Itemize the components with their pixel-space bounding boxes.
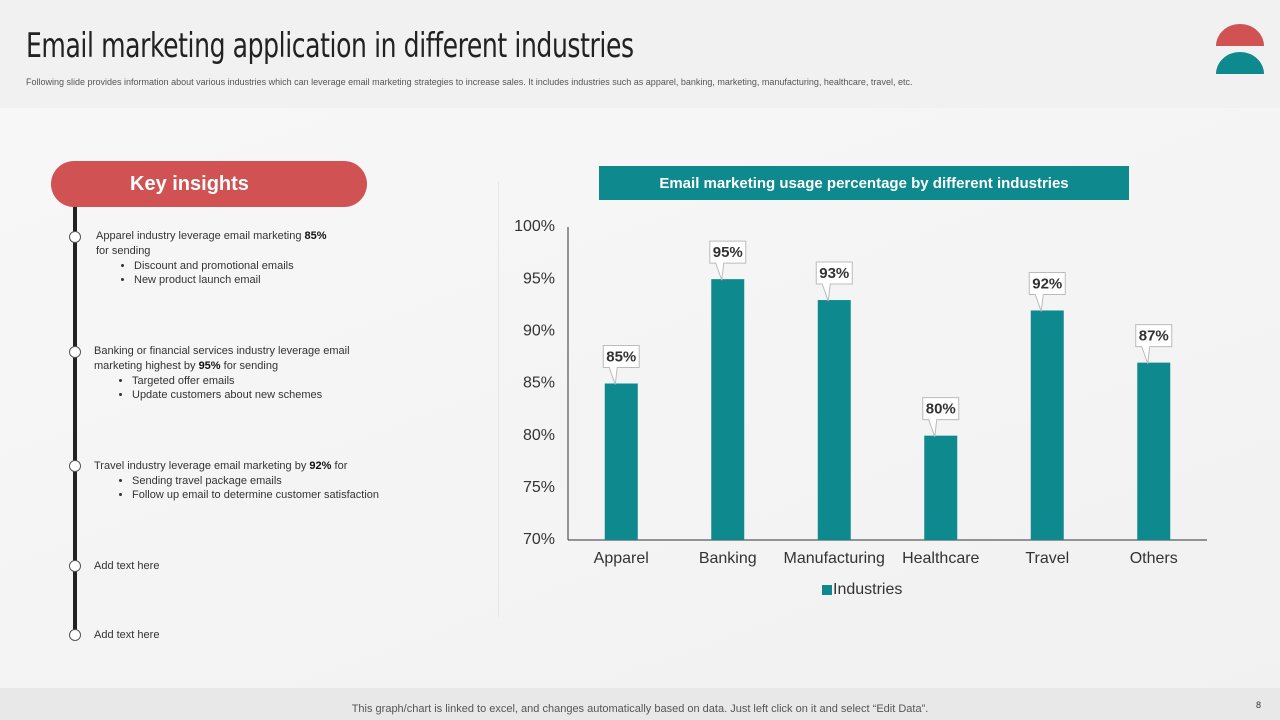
data-label-callout: [922, 397, 960, 437]
insight-text: Add text here: [94, 560, 160, 572]
y-tick-label: 85%: [523, 375, 555, 392]
insight-bullets: Discount and promotional emails New prod…: [96, 259, 336, 287]
insight: Apparel industry leverage email marketin…: [96, 229, 336, 287]
data-label: 80%: [926, 401, 956, 418]
insight: Banking or financial services industry l…: [94, 344, 384, 402]
insight: Add text here: [94, 559, 384, 574]
y-tick-label: 100%: [514, 218, 555, 235]
data-label: 85%: [606, 348, 636, 365]
data-label: 92%: [1032, 275, 1062, 292]
x-tick-label: Travel: [1025, 550, 1069, 567]
timeline-dot: [69, 231, 81, 243]
bar: [1030, 310, 1064, 540]
bar: [924, 435, 958, 540]
footer-note: This graph/chart is linked to excel, and…: [351, 703, 929, 715]
insight-text: Travel industry leverage email marketing…: [94, 460, 307, 472]
bullet: Targeted offer emails: [132, 374, 384, 388]
legend-swatch: [822, 585, 832, 595]
chart: Email marketing usage percentage by diff…: [514, 166, 1207, 598]
insight-highlight: 85%: [304, 230, 327, 242]
data-label: 95%: [713, 244, 743, 261]
data-label-callout: [1135, 324, 1173, 364]
insights-heading: Key insights: [51, 161, 367, 207]
data-label-callout: [709, 240, 747, 281]
page-number: 8: [1256, 700, 1262, 710]
insight-bullets: Sending travel package emails Follow up …: [94, 474, 424, 502]
slide-title: Email marketing application in different…: [26, 26, 634, 66]
data-label-callout: [602, 345, 640, 385]
insight-highlight: 92%: [309, 460, 332, 472]
data-label: 93%: [819, 265, 849, 282]
insight-bullets: Targeted offer emails Update customers a…: [94, 374, 384, 402]
timeline-dot: [69, 560, 81, 572]
x-tick-label: Others: [1130, 550, 1178, 567]
x-tick-label: Banking: [699, 550, 757, 567]
x-tick-label: Manufacturing: [784, 550, 885, 567]
data-label: 87%: [1139, 328, 1169, 345]
bar: [711, 279, 745, 540]
y-tick-label: 70%: [523, 531, 555, 548]
data-label-callout: [815, 261, 853, 302]
bullet: Follow up email to determine customer sa…: [132, 488, 424, 502]
bar: [604, 383, 638, 540]
header: Email marketing application in different…: [0, 0, 1280, 108]
insight-highlight: 95%: [198, 360, 221, 372]
x-tick-label: Apparel: [594, 550, 649, 567]
insight-text: for: [334, 460, 348, 472]
y-tick-label: 75%: [523, 479, 555, 496]
bar: [817, 300, 851, 540]
insight-text: for sending: [223, 360, 279, 372]
insight-text: for sending: [96, 245, 151, 257]
timeline-dot: [69, 346, 81, 358]
chart-title: Email marketing usage percentage by diff…: [659, 175, 1068, 192]
y-tick-label: 95%: [523, 270, 555, 287]
chart-title-box: [599, 166, 1129, 200]
timeline: [73, 207, 77, 640]
timeline-dot: [69, 629, 81, 641]
logo: [1216, 24, 1264, 74]
bar: [1137, 362, 1171, 540]
bullet: New product launch email: [134, 273, 336, 287]
legend-label: Industries: [833, 581, 902, 598]
footer: This graph/chart is linked to excel, and…: [0, 688, 1280, 720]
insight: Travel industry leverage email marketing…: [94, 459, 424, 502]
x-tick-label: Healthcare: [902, 550, 979, 567]
insight-text: Apparel industry leverage email marketin…: [96, 230, 302, 242]
bullet: Sending travel package emails: [132, 474, 424, 488]
bullet: Update customers about new schemes: [132, 388, 384, 402]
insight-text: Banking or financial services industry l…: [94, 345, 350, 372]
insight: Add text here: [94, 628, 384, 643]
timeline-dot: [69, 460, 81, 472]
slide-subtitle: Following slide provides information abo…: [26, 77, 913, 87]
insight-text: Add text here: [94, 629, 160, 641]
bullet: Discount and promotional emails: [134, 259, 336, 273]
data-label-callout: [1028, 271, 1066, 312]
chart-card: [498, 182, 1229, 617]
y-tick-label: 90%: [523, 323, 555, 340]
y-tick-label: 80%: [523, 427, 555, 444]
